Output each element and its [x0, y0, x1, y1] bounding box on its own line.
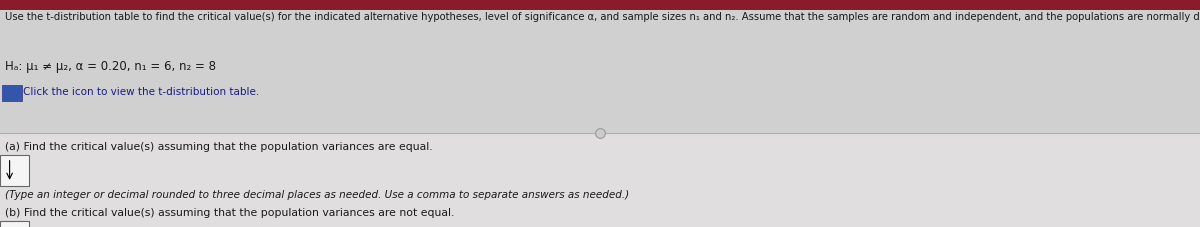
Text: Use the t-distribution table to find the critical value(s) for the indicated alt: Use the t-distribution table to find the… [5, 12, 1200, 22]
FancyBboxPatch shape [0, 0, 1200, 10]
FancyBboxPatch shape [0, 221, 29, 227]
Text: Hₐ: μ₁ ≠ μ₂, α = 0.20, n₁ = 6, n₂ = 8: Hₐ: μ₁ ≠ μ₂, α = 0.20, n₁ = 6, n₂ = 8 [5, 60, 216, 73]
FancyBboxPatch shape [0, 155, 29, 186]
Text: (a) Find the critical value(s) assuming that the population variances are equal.: (a) Find the critical value(s) assuming … [5, 142, 432, 152]
Text: (b) Find the critical value(s) assuming that the population variances are not eq: (b) Find the critical value(s) assuming … [5, 208, 454, 218]
FancyBboxPatch shape [2, 85, 22, 101]
Text: (Type an integer or decimal rounded to three decimal places as needed. Use a com: (Type an integer or decimal rounded to t… [5, 190, 629, 200]
FancyBboxPatch shape [0, 0, 1200, 133]
FancyBboxPatch shape [0, 133, 1200, 227]
Text: Click the icon to view the t-distribution table.: Click the icon to view the t-distributio… [23, 87, 259, 97]
